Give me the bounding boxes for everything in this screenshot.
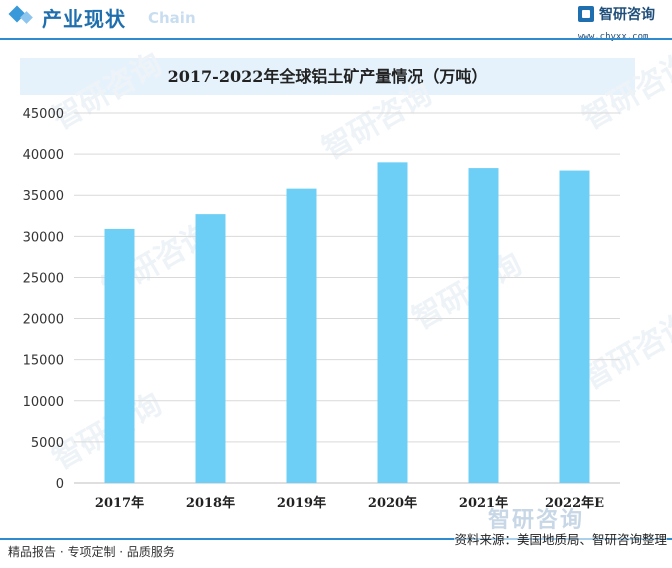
chart-title: 2017-2022年全球铝土矿产量情况（万吨） bbox=[167, 67, 488, 86]
x-tick-label: 2021年 bbox=[459, 495, 508, 511]
bar bbox=[468, 168, 499, 484]
watermark-bottom: 智研咨询 bbox=[488, 508, 585, 533]
header-ghost-text: Chain bbox=[148, 9, 196, 27]
bar bbox=[104, 228, 135, 483]
bar bbox=[286, 188, 317, 483]
y-tick-label: 40000 bbox=[23, 148, 64, 163]
data-source: 资料来源：美国地质局、智研咨询整理 bbox=[454, 529, 667, 548]
brand-url: www.chyxx.com bbox=[578, 32, 649, 42]
y-tick-label: 15000 bbox=[23, 354, 64, 369]
x-tick-label: 2022年E bbox=[545, 495, 604, 511]
grid-lines bbox=[74, 112, 620, 484]
brand-name: 智研咨询 bbox=[599, 7, 655, 23]
bar bbox=[559, 170, 590, 484]
x-tick-label: 2020年 bbox=[368, 495, 417, 511]
watermark-text: 智研咨询 bbox=[577, 47, 672, 137]
x-axis-ticks: 2017年 2018年 2019年 2020年 2021年 2022年E bbox=[95, 495, 604, 511]
y-tick-label: 30000 bbox=[23, 230, 64, 245]
page-header: 产业现状 Chain 智研咨询 www.chyxx.com bbox=[0, 0, 672, 42]
footer-slogan: 精品报告 · 专项定制 · 品质服务 bbox=[8, 545, 175, 559]
brand-logo-icon bbox=[578, 6, 594, 22]
bar bbox=[377, 162, 408, 484]
watermark-text: 智研咨询 bbox=[577, 307, 672, 397]
y-tick-label: 5000 bbox=[31, 436, 64, 451]
x-tick-label: 2017年 bbox=[95, 495, 144, 511]
watermark-text: 智研咨询 bbox=[47, 47, 168, 137]
y-axis-ticks: 0 5000 10000 15000 20000 25000 30000 35000 40000… bbox=[23, 107, 64, 492]
y-tick-label: 35000 bbox=[23, 189, 64, 204]
bar bbox=[195, 214, 226, 483]
footer-divider bbox=[0, 538, 672, 540]
y-tick-label: 10000 bbox=[23, 395, 64, 410]
y-tick-label: 25000 bbox=[23, 271, 64, 286]
section-title: 产业现状 bbox=[42, 7, 126, 31]
chart-title-box: 2017-2022年全球铝土矿产量情况（万吨） bbox=[20, 58, 635, 95]
watermark-text: 智研咨询 bbox=[407, 247, 528, 337]
x-tick-label: 2019年 bbox=[277, 495, 326, 511]
y-tick-label: 0 bbox=[56, 477, 64, 492]
x-tick-label: 2018年 bbox=[186, 495, 235, 511]
header-divider bbox=[0, 38, 672, 40]
watermark-text: 智研咨询 bbox=[317, 77, 438, 167]
y-tick-label: 20000 bbox=[23, 313, 64, 328]
y-tick-label: 45000 bbox=[23, 107, 64, 122]
bars bbox=[104, 162, 590, 484]
